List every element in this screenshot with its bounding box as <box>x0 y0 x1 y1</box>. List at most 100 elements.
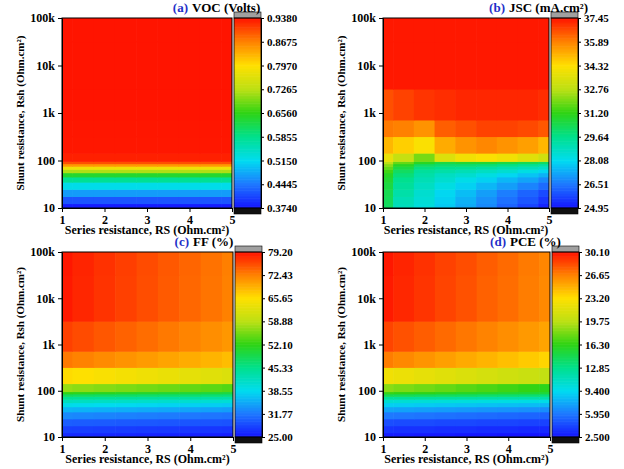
heatmap-cell <box>456 351 477 368</box>
heatmap <box>383 252 550 437</box>
heatmap-cell <box>179 177 201 183</box>
heatmap-cell <box>498 419 519 427</box>
heatmap-cell <box>222 426 233 434</box>
heatmap-cell <box>518 367 539 384</box>
tick-label: 10 <box>43 430 55 444</box>
heatmap-cell <box>414 189 435 197</box>
heatmap-cell <box>414 153 435 162</box>
tick: 72.43 <box>262 269 293 281</box>
heatmap-cell <box>200 41 222 89</box>
heatmap-cell <box>72 136 94 153</box>
heatmap-cell <box>179 182 201 190</box>
heatmap-cell <box>518 321 539 352</box>
tick: 26.51 <box>578 178 609 190</box>
heatmap-cell <box>72 89 94 120</box>
heatmap-cell <box>72 426 94 434</box>
heatmap-cell <box>498 321 519 352</box>
heatmap-cell <box>179 252 201 275</box>
heatmap-cell <box>200 153 222 162</box>
heatmap-cell <box>383 426 394 434</box>
tick-mark <box>58 298 62 299</box>
tick: 1k <box>42 338 62 352</box>
tick-label: 0.7970 <box>267 60 298 72</box>
heatmap-cell <box>94 426 116 434</box>
tick-label: 10k <box>36 59 55 73</box>
colorbar-under <box>234 208 261 214</box>
heatmap-cell <box>539 351 550 368</box>
colorbar: 2.5005.9509.40012.8516.3019.7523.2026.65… <box>552 246 610 443</box>
heatmap-cell <box>115 403 137 408</box>
heatmap-cell <box>518 407 539 413</box>
heatmap-cell <box>477 403 498 408</box>
tick-label: 10 <box>364 201 376 215</box>
heatmap-cell <box>115 383 137 392</box>
tick: 52.10 <box>262 339 293 351</box>
tick-mark <box>58 345 62 346</box>
tick-label: 31.77 <box>268 408 293 420</box>
tick-mark <box>508 208 509 212</box>
heatmap-cell <box>72 433 94 437</box>
heatmap-cell <box>383 204 394 208</box>
heatmap-cell <box>518 433 539 437</box>
heatmap-cell <box>383 275 394 322</box>
heatmap-cell <box>435 252 456 275</box>
heatmap-cell <box>383 403 394 408</box>
heatmap-cell <box>456 426 477 434</box>
heatmap-cell <box>94 407 116 413</box>
tick: 100k <box>351 245 383 259</box>
tick-mark <box>190 437 191 441</box>
tick-mark <box>261 208 264 209</box>
tick-label: 100 <box>37 154 55 168</box>
colorbar-frame <box>552 252 579 437</box>
tick-label: 5 <box>231 442 237 456</box>
heatmap-cell <box>538 41 549 89</box>
heatmap-cell <box>497 41 518 89</box>
heatmap-cell <box>435 351 456 368</box>
tick-mark <box>58 66 62 67</box>
heatmap-cell <box>158 412 180 420</box>
tick-label: 100 <box>358 154 376 168</box>
tick-mark <box>578 113 581 114</box>
heatmap-cell <box>518 412 539 420</box>
heatmap-cell <box>538 169 549 173</box>
tick-label: 25.00 <box>268 431 293 443</box>
heatmap-cell <box>497 189 518 197</box>
tick-label: 0.3740 <box>267 202 298 214</box>
heatmap-cell <box>222 419 233 427</box>
y-axis-title: Shunt resistance, Rsh (Ohm.cm²) <box>14 267 27 422</box>
x-axis-title: Series resistance, RS (Ohm.cm²) <box>65 452 229 466</box>
tick-mark <box>62 208 63 212</box>
heatmap-cell <box>435 136 456 153</box>
heatmap-cell <box>94 204 116 208</box>
colorbar-axis: 2.5005.9509.40012.8516.3019.7523.2026.65… <box>579 246 610 443</box>
y-axis-title: Shunt resistance, Rsh (Ohm.cm²) <box>335 35 348 190</box>
tick-mark <box>579 345 582 346</box>
heatmap-cell <box>62 204 73 208</box>
tick-label: 10k <box>36 292 55 306</box>
colorbar: 24.9526.5128.0829.6431.2032.7634.3235.89… <box>551 12 609 214</box>
tick-mark <box>578 160 581 161</box>
heatmap-cell <box>200 189 222 197</box>
heatmap-cell <box>179 153 201 162</box>
heatmap-cell <box>518 182 539 190</box>
heatmap-cell <box>115 18 137 42</box>
tick-mark <box>578 66 581 67</box>
tick-label: 10k <box>357 292 376 306</box>
heatmap-cell <box>456 275 477 322</box>
heatmap-cell <box>435 182 456 190</box>
heatmap-cell <box>383 419 394 427</box>
heatmap-cell <box>221 189 232 197</box>
heatmap-cell <box>518 189 539 197</box>
heatmap-cell <box>383 196 394 204</box>
tick-label: 65.65 <box>268 292 293 304</box>
heatmap-cell <box>62 136 73 153</box>
heatmap-cell <box>222 412 233 420</box>
heatmap-cell <box>414 419 435 427</box>
heatmap-cell <box>414 383 435 392</box>
panel: 12345101001k10k100kSeries resistance, RS… <box>14 229 293 466</box>
tick-label: 100 <box>37 384 55 398</box>
heatmap-cell <box>201 367 223 384</box>
heatmap-cell <box>137 426 159 434</box>
heatmap-cell <box>158 275 180 322</box>
heatmap-cell <box>477 367 498 384</box>
